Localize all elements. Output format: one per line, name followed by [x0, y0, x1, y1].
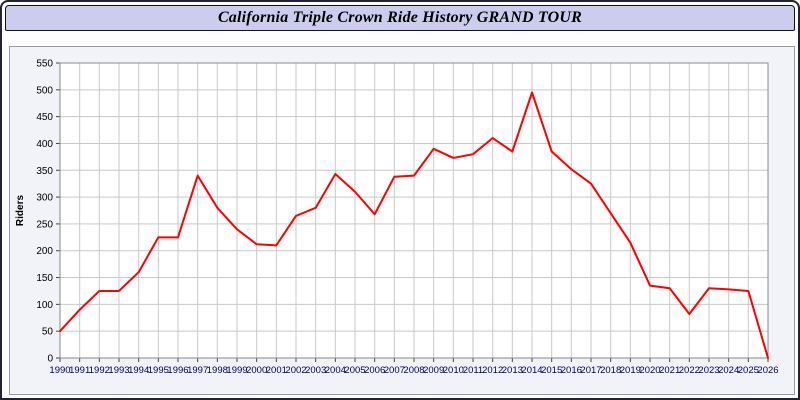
y-tick-label: 550 [36, 59, 53, 70]
plot-border [59, 62, 769, 359]
x-tick-label: 2011 [463, 365, 483, 376]
y-tick-label: 150 [36, 273, 53, 284]
y-tick-label: 300 [36, 193, 53, 204]
x-tick-label: 2007 [384, 365, 405, 376]
x-tick-label: 2016 [561, 365, 582, 376]
x-tick-label: 2020 [639, 365, 660, 376]
x-tick-label: 2022 [679, 365, 700, 376]
y-tick-label: 400 [36, 139, 53, 150]
x-tick-label: 1996 [167, 365, 188, 376]
y-tick-label: 200 [36, 246, 53, 257]
x-tick-label: 2014 [521, 365, 542, 376]
x-tick-label: 1993 [108, 365, 129, 376]
chart-title: California Triple Crown Ride History GRA… [217, 9, 583, 26]
x-tick-label: 1991 [69, 365, 90, 376]
x-tick-label: 1999 [226, 365, 247, 376]
y-tick-label: 50 [42, 327, 54, 338]
y-axis-label: Riders [15, 195, 26, 227]
y-tick-label: 0 [47, 354, 53, 365]
x-tick-label: 2015 [541, 365, 562, 376]
x-tick-label: 2000 [246, 365, 267, 376]
y-tick-label: 100 [36, 300, 53, 311]
ride-history-line-chart: 0501001502002503003504004505005501990199… [15, 59, 779, 377]
x-tick-label: 1998 [207, 365, 228, 376]
x-tick-label: 2001 [266, 365, 287, 376]
x-tick-label: 2018 [600, 365, 621, 376]
riders-series-line [59, 91, 769, 359]
chart-title-bar: California Triple Crown Ride History GRA… [5, 5, 795, 31]
y-tick-label: 450 [36, 112, 53, 123]
y-tick-label: 350 [36, 166, 53, 177]
x-tick-label: 1992 [89, 365, 110, 376]
x-tick-label: 2017 [580, 365, 601, 376]
x-tick-label: 2002 [285, 365, 306, 376]
x-tick-label: 2008 [403, 365, 424, 376]
x-tick-label: 2005 [344, 365, 365, 376]
y-tick-label: 250 [36, 219, 53, 230]
x-tick-label: 1995 [148, 365, 169, 376]
x-tick-label: 2006 [364, 365, 385, 376]
x-tick-label: 2003 [305, 365, 326, 376]
chart-panel: 0 50 100 150 200 250 300 350 400 450 500 550 1990 199… [9, 46, 795, 395]
x-tick-label: 2004 [325, 365, 346, 376]
x-tick-label: 2010 [443, 365, 464, 376]
x-tick-label: 2026 [757, 365, 778, 376]
x-tick-label: 2021 [659, 365, 680, 376]
x-tick-label: 2013 [502, 365, 523, 376]
x-tick-label: 2009 [423, 365, 444, 376]
x-tick-label: 2019 [620, 365, 641, 376]
x-tick-label: 1997 [187, 365, 208, 376]
x-tick-label: 2023 [698, 365, 719, 376]
x-tick-label: 2024 [718, 365, 739, 376]
x-tick-label: 1994 [128, 365, 149, 376]
x-tick-label: 2025 [738, 365, 759, 376]
x-tick-label: 1990 [49, 365, 70, 376]
x-tick-label: 2012 [482, 365, 503, 376]
y-tick-label: 500 [36, 85, 53, 96]
